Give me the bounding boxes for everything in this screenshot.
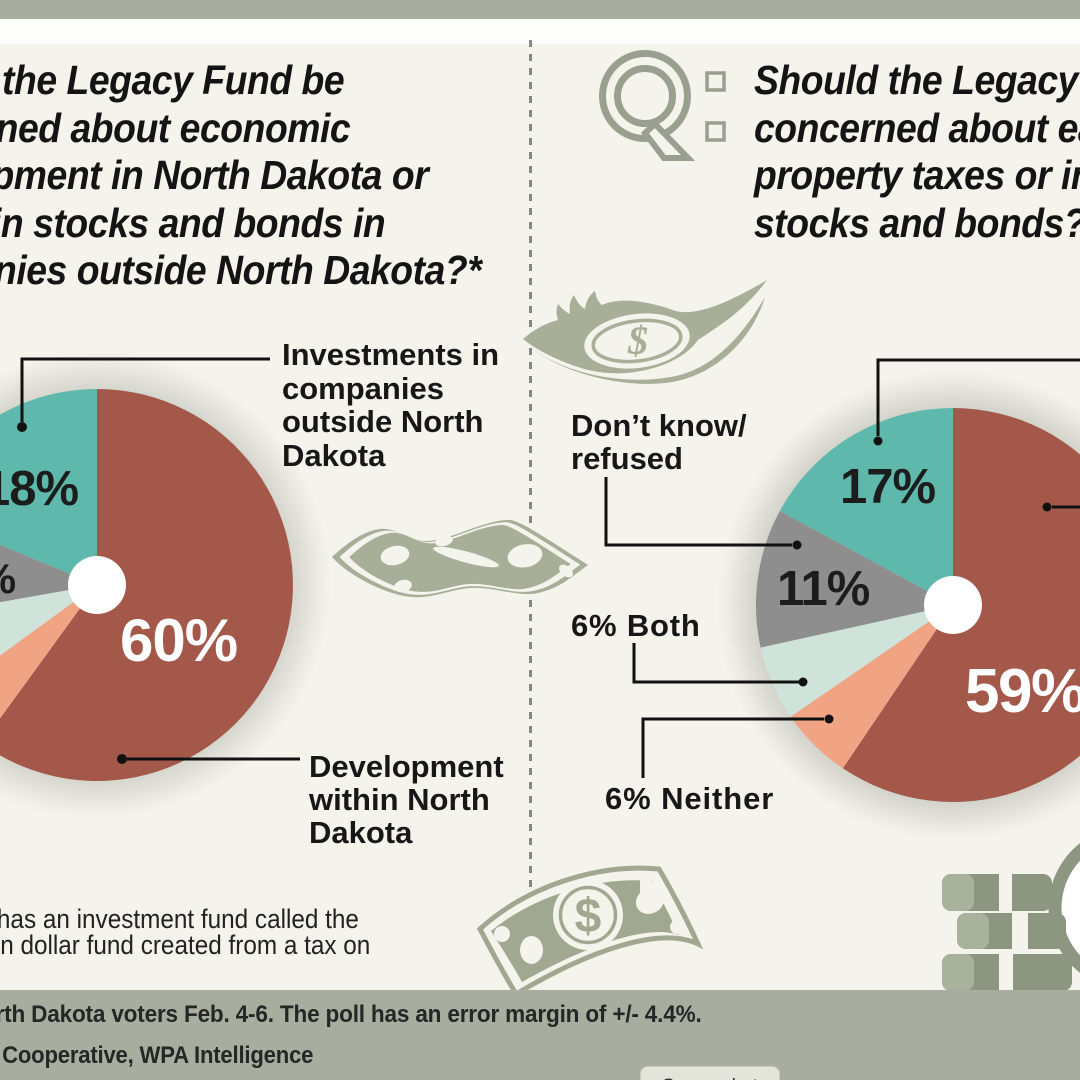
svg-text:$: $ [575, 890, 602, 943]
svg-text:$: $ [627, 318, 648, 363]
